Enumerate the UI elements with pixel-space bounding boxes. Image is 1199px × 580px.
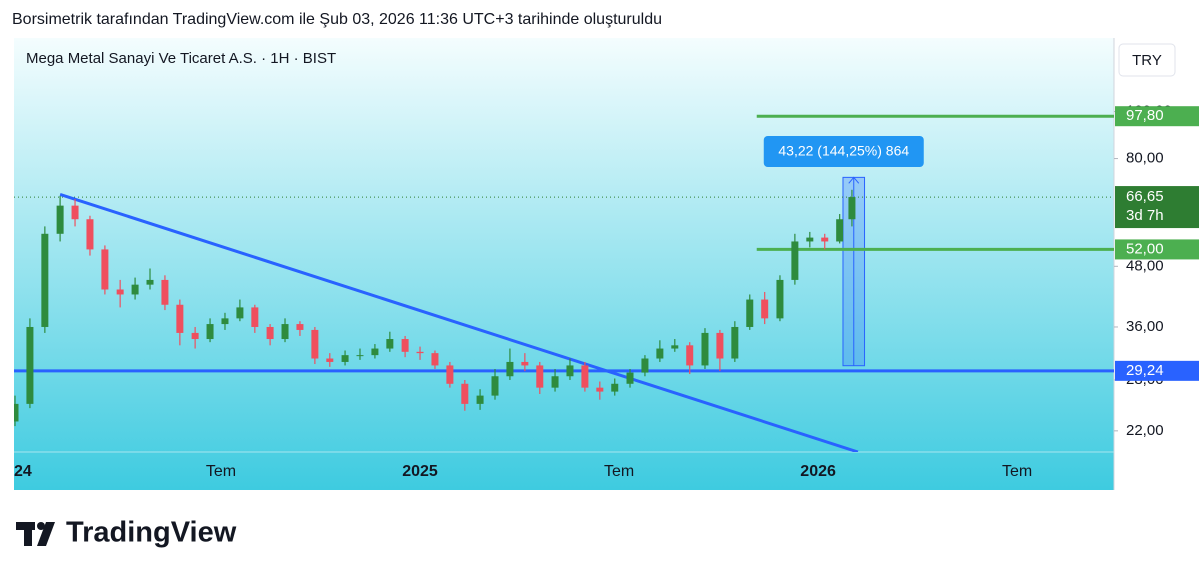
chart-title: Mega Metal Sanayi Ve Ticaret A.S. · 1H ·… bbox=[26, 50, 336, 67]
y-tick-label: 80,00 bbox=[1126, 150, 1164, 167]
level-label: 52,00 bbox=[1126, 240, 1164, 257]
candle-body bbox=[596, 387, 604, 392]
trendline bbox=[59, 192, 859, 452]
level-label-box bbox=[1115, 360, 1199, 381]
candle-body bbox=[56, 205, 64, 234]
candle-body bbox=[656, 348, 664, 359]
candle-body bbox=[641, 358, 649, 373]
x-tick-label: Tem bbox=[604, 463, 634, 480]
candle-body bbox=[776, 279, 784, 319]
logo-icon bbox=[37, 522, 45, 530]
candle-body bbox=[251, 307, 259, 327]
candle-body bbox=[626, 372, 634, 384]
candle-body bbox=[281, 324, 289, 340]
candle-body bbox=[236, 307, 244, 319]
candle-body bbox=[191, 332, 199, 340]
x-tick-label: Tem bbox=[1002, 463, 1032, 480]
candle-body bbox=[296, 324, 304, 330]
y-tick-label: 36,00 bbox=[1126, 318, 1164, 335]
logo-text: TradingView bbox=[66, 517, 237, 549]
level-label-box bbox=[1115, 239, 1199, 260]
measure-arrow-head bbox=[848, 176, 860, 184]
candle-body bbox=[521, 361, 529, 366]
candle-body bbox=[566, 365, 574, 377]
y-tick-label: 22,00 bbox=[1126, 422, 1164, 439]
candle-body bbox=[461, 383, 469, 404]
candle-body bbox=[176, 304, 184, 333]
candle-body bbox=[146, 279, 154, 285]
candle-body bbox=[341, 355, 349, 362]
candle-body bbox=[161, 279, 169, 305]
candle-body bbox=[86, 219, 94, 250]
candle-body bbox=[491, 376, 499, 396]
candle-body bbox=[386, 339, 394, 349]
plot-background bbox=[14, 38, 1114, 490]
candle-body bbox=[41, 233, 49, 327]
logo: TradingView bbox=[16, 517, 237, 549]
candle-body bbox=[761, 299, 769, 319]
candle-body bbox=[116, 289, 124, 295]
candle-body bbox=[131, 284, 139, 295]
candle-body bbox=[686, 345, 694, 366]
candle-body bbox=[551, 376, 559, 388]
logo-icon bbox=[24, 522, 32, 546]
measure-label-box bbox=[763, 136, 924, 167]
x-tick-label: 24 bbox=[14, 463, 32, 480]
x-tick-label: 2025 bbox=[402, 463, 438, 480]
candle-body bbox=[14, 403, 19, 422]
candle-body bbox=[671, 345, 679, 349]
last-price-label: 66,65 bbox=[1126, 188, 1164, 205]
candle-body bbox=[701, 332, 709, 366]
candle-body bbox=[731, 326, 739, 359]
candle-body bbox=[101, 249, 109, 290]
candle-body bbox=[371, 348, 379, 356]
currency: TRY bbox=[1132, 52, 1162, 69]
candle-body bbox=[836, 219, 844, 242]
candle-body bbox=[821, 237, 829, 242]
y-tick-label: 48,00 bbox=[1126, 257, 1164, 274]
level-label-box bbox=[1115, 106, 1199, 127]
currency-button[interactable] bbox=[1118, 43, 1176, 77]
logo-icon bbox=[37, 522, 55, 546]
level-label: 29,24 bbox=[1126, 362, 1164, 379]
level-label: 97,80 bbox=[1126, 107, 1164, 124]
countdown: 3d 7h bbox=[1126, 207, 1164, 224]
candle-body bbox=[401, 339, 409, 352]
candle-body bbox=[791, 241, 799, 280]
candle-body bbox=[326, 358, 334, 362]
caption: Borsimetrik tarafından TradingView.com i… bbox=[12, 11, 662, 28]
candle-body bbox=[506, 361, 514, 377]
last-price-box bbox=[1115, 186, 1199, 229]
x-tick-label: 2026 bbox=[800, 463, 836, 480]
candle-body bbox=[476, 395, 484, 404]
plot bbox=[14, 114, 1114, 452]
candle-body bbox=[356, 355, 364, 357]
candle-body bbox=[206, 324, 214, 340]
measure-label: 43,22 (144,25%) 864 bbox=[778, 143, 909, 159]
candle-body bbox=[806, 237, 814, 242]
candle-body bbox=[746, 299, 754, 327]
candle-body bbox=[311, 329, 319, 359]
candle-body bbox=[431, 353, 439, 366]
candle-body bbox=[71, 205, 79, 220]
candle-body bbox=[581, 365, 589, 388]
candle-body bbox=[611, 383, 619, 392]
candle-body bbox=[26, 326, 34, 404]
candle-body bbox=[446, 365, 454, 384]
candle-body bbox=[221, 318, 229, 325]
candle-body bbox=[536, 365, 544, 388]
x-tick-label: Tem bbox=[206, 463, 236, 480]
candle-body bbox=[848, 197, 856, 220]
candle-body bbox=[716, 332, 724, 359]
candle-body bbox=[416, 351, 424, 354]
candle-body bbox=[266, 326, 274, 340]
